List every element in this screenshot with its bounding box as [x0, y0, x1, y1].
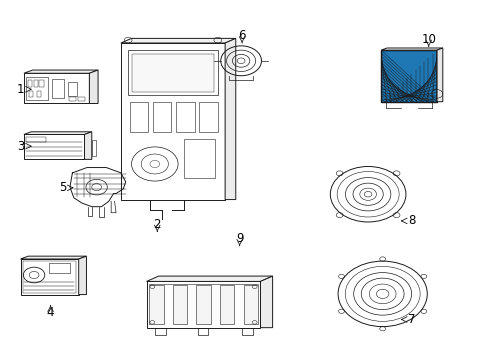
Bar — [29, 91, 33, 97]
Bar — [26, 77, 48, 100]
Text: 6: 6 — [238, 30, 245, 42]
Bar — [128, 50, 217, 95]
Polygon shape — [381, 48, 442, 50]
Text: 8: 8 — [407, 215, 415, 228]
Bar — [26, 136, 45, 142]
Bar — [78, 97, 85, 101]
Polygon shape — [121, 39, 235, 43]
Bar — [243, 285, 258, 324]
Text: 5: 5 — [59, 181, 66, 194]
Polygon shape — [436, 48, 442, 102]
Bar — [48, 262, 70, 273]
Bar — [52, 78, 64, 98]
Text: 9: 9 — [235, 232, 243, 245]
Bar — [155, 328, 165, 336]
Bar — [37, 91, 41, 97]
Bar — [23, 261, 76, 293]
Bar — [146, 282, 260, 328]
Bar — [176, 102, 194, 132]
Bar — [24, 73, 89, 103]
Polygon shape — [24, 132, 92, 134]
Bar — [40, 80, 44, 87]
Bar — [24, 134, 84, 159]
Bar — [149, 285, 163, 324]
Bar — [172, 285, 187, 324]
Bar — [381, 50, 436, 102]
Polygon shape — [84, 132, 92, 159]
Bar — [92, 140, 96, 156]
Polygon shape — [79, 256, 86, 294]
Text: 1: 1 — [17, 83, 24, 96]
Bar — [129, 102, 148, 132]
Bar — [153, 102, 171, 132]
Polygon shape — [146, 276, 272, 282]
Text: 4: 4 — [47, 306, 54, 319]
Text: 3: 3 — [17, 140, 24, 153]
Bar — [28, 80, 32, 87]
PathPatch shape — [381, 50, 436, 102]
Bar — [197, 328, 208, 336]
Text: 7: 7 — [407, 313, 415, 326]
Polygon shape — [224, 39, 235, 199]
Bar — [67, 82, 77, 96]
Bar — [121, 43, 224, 199]
Bar — [220, 285, 234, 324]
Polygon shape — [89, 70, 98, 103]
Bar — [242, 328, 252, 336]
Bar — [199, 102, 217, 132]
Polygon shape — [24, 70, 98, 73]
Bar — [34, 80, 38, 87]
Polygon shape — [20, 256, 86, 259]
Bar — [68, 97, 76, 101]
Bar — [196, 285, 210, 324]
Text: 2: 2 — [153, 218, 161, 231]
Bar — [131, 54, 214, 92]
Text: 10: 10 — [421, 33, 435, 46]
Polygon shape — [260, 276, 272, 328]
Bar — [183, 139, 215, 178]
Bar — [20, 259, 79, 294]
